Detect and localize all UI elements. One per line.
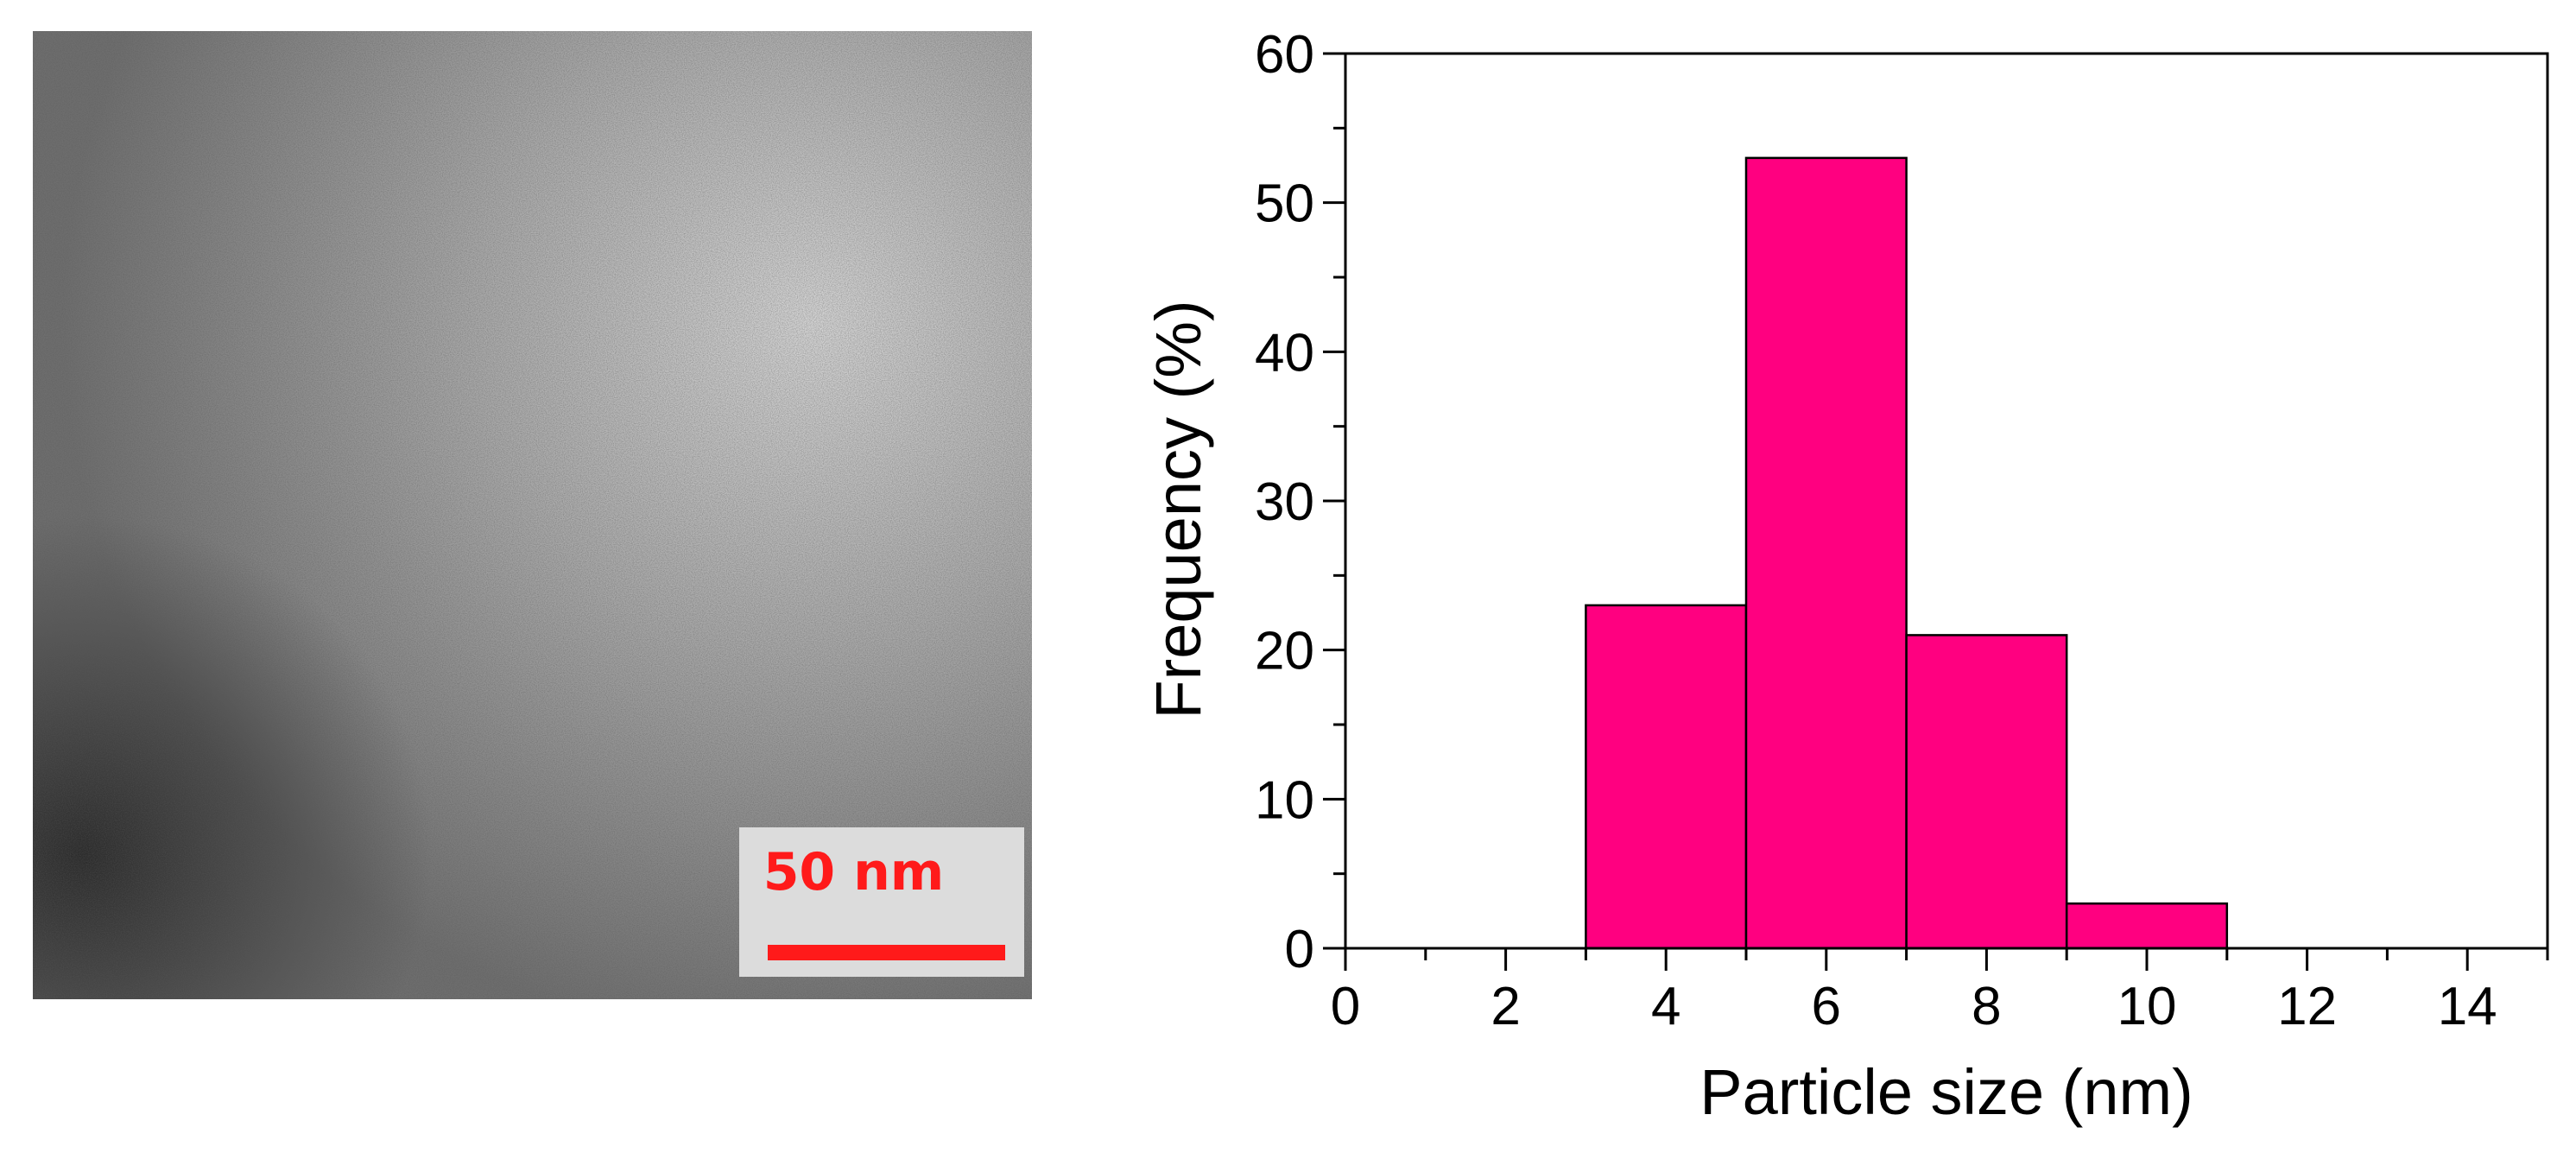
histogram-bar-9-11 [2065, 902, 2229, 950]
y-tick-label: 30 [1255, 472, 1314, 532]
histogram-bars [1585, 156, 2229, 950]
x-tick-label: 10 [2117, 977, 2177, 1036]
y-tick-label: 60 [1255, 25, 1314, 85]
x-tick-label: 0 [1331, 977, 1360, 1036]
x-tick-label: 4 [1651, 977, 1680, 1036]
histogram-bar-7-9 [1905, 634, 2068, 950]
y-axis-label: Frequency (%) [1142, 300, 1214, 719]
x-tick-label: 2 [1491, 977, 1520, 1036]
x-axis-label: Particle size (nm) [1699, 1056, 2193, 1128]
x-tick-label: 12 [2277, 977, 2337, 1036]
scale-bar-box: 50 nm [739, 827, 1024, 977]
tem-micrograph: 50 nm [33, 31, 1032, 999]
y-tick-label: 0 [1285, 920, 1314, 979]
tem-image-icon [33, 31, 1032, 999]
histogram-bar-5-7 [1744, 156, 1908, 950]
y-tick-label: 10 [1255, 770, 1314, 830]
y-tick-label: 40 [1255, 323, 1314, 383]
y-tick-label: 20 [1255, 622, 1314, 681]
axis-ticks: 0 2 4 6 8 10 12 14 0 10 20 30 40 50 60 [1255, 25, 2549, 1036]
x-tick-label: 8 [1972, 977, 2001, 1036]
x-tick-label: 14 [2438, 977, 2497, 1036]
y-tick-label: 50 [1255, 174, 1314, 234]
scale-bar [768, 945, 1005, 960]
scale-bar-label: 50 nm [763, 842, 945, 902]
histogram-chart: 0 2 4 6 8 10 12 14 0 10 20 30 40 50 60 Particle size (… [1142, 25, 2549, 1128]
x-tick-label: 6 [1812, 977, 1841, 1036]
histogram-bar-3-5 [1585, 604, 1748, 950]
